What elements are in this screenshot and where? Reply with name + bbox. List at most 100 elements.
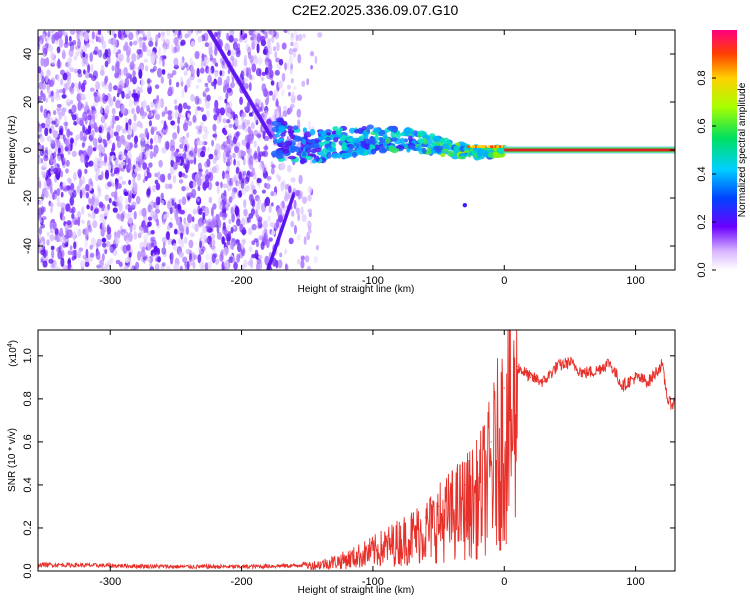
noise-mark (138, 30, 143, 34)
noise-mark (238, 37, 244, 43)
noise-mark (260, 35, 266, 43)
band-mark (383, 133, 388, 139)
spectrogram-xtick-label: 100 (626, 275, 644, 287)
noise-mark (98, 49, 103, 58)
noise-mark (247, 46, 252, 56)
noise-mark (258, 56, 263, 66)
band-mark (284, 140, 293, 147)
noise-mark (191, 216, 195, 223)
noise-mark (215, 143, 221, 153)
noise-mark (137, 250, 141, 261)
band-peak-mark (487, 145, 491, 148)
noise-mark (46, 231, 51, 237)
band-mark (385, 137, 391, 144)
noise-mark (146, 166, 150, 176)
noise-mark (64, 146, 69, 152)
band-mark (355, 147, 365, 154)
noise-mark (194, 95, 200, 105)
band-mark (396, 131, 401, 139)
noise-mark (48, 44, 54, 53)
noise-mark (221, 236, 225, 245)
noise-mark (261, 76, 264, 82)
noise-mark (301, 214, 307, 223)
noise-mark (164, 140, 170, 150)
noise-mark (89, 87, 95, 92)
noise-mark (84, 70, 90, 79)
noise-mark (42, 260, 48, 268)
noise-mark (290, 220, 295, 228)
band-mark (314, 147, 322, 152)
noise-mark (285, 264, 289, 270)
band-mark (361, 126, 368, 131)
noise-mark (170, 120, 175, 126)
noise-mark (246, 104, 251, 112)
noise-mark (79, 119, 85, 127)
snr-point (319, 561, 321, 563)
noise-mark (306, 78, 309, 86)
noise-mark (206, 158, 211, 168)
noise-mark (53, 167, 59, 175)
noise-mark (72, 39, 77, 46)
noise-mark (205, 169, 209, 176)
noise-mark (124, 77, 130, 88)
noise-mark (204, 161, 210, 168)
noise-mark (162, 128, 169, 134)
noise-mark (231, 191, 236, 200)
noise-mark (108, 134, 112, 140)
band-mark (399, 137, 405, 145)
noise-mark (219, 250, 224, 261)
noise-mark (102, 221, 106, 230)
noise-mark (181, 196, 187, 206)
noise-mark (140, 123, 143, 129)
noise-mark (142, 99, 147, 109)
noise-mark (140, 133, 146, 142)
band-mark (416, 145, 423, 152)
noise-mark (281, 72, 286, 82)
noise-mark (297, 33, 303, 42)
noise-mark (90, 105, 96, 110)
noise-mark (150, 55, 156, 65)
noise-mark (120, 68, 124, 77)
noise-mark (186, 142, 190, 150)
noise-mark (140, 145, 146, 154)
noise-mark (209, 241, 213, 248)
noise-mark (50, 245, 55, 251)
noise-mark (61, 94, 67, 99)
noise-mark (180, 39, 186, 46)
noise-mark (167, 173, 172, 181)
snr-xtick-label: 0 (501, 576, 507, 588)
noise-mark (227, 107, 232, 114)
noise-mark (301, 80, 306, 87)
noise-mark (63, 82, 68, 91)
noise-mark (48, 193, 53, 199)
noise-mark (249, 55, 255, 64)
noise-mark (125, 236, 130, 245)
band-mark (301, 138, 307, 145)
noise-mark (254, 150, 258, 160)
noise-mark (174, 30, 178, 36)
noise-mark (172, 161, 178, 171)
noise-mark (167, 110, 173, 116)
noise-mark (136, 52, 141, 61)
noise-mark (224, 98, 228, 104)
noise-mark (273, 46, 276, 52)
noise-mark (160, 35, 166, 42)
noise-mark (233, 187, 238, 193)
noise-mark (74, 81, 79, 89)
noise-mark (214, 62, 219, 67)
noise-mark (184, 84, 188, 93)
snr-point (621, 385, 624, 387)
noise-mark (236, 242, 242, 253)
snr-point (372, 544, 374, 546)
noise-mark (243, 199, 247, 209)
noise-mark (149, 138, 154, 145)
noise-mark (133, 92, 139, 102)
noise-mark (167, 72, 171, 80)
noise-mark (248, 82, 252, 92)
noise-mark (205, 87, 210, 92)
noise-mark (248, 245, 253, 253)
noise-mark (136, 48, 142, 55)
noise-mark (174, 110, 179, 119)
noise-mark (302, 196, 308, 204)
noise-mark (190, 94, 196, 102)
